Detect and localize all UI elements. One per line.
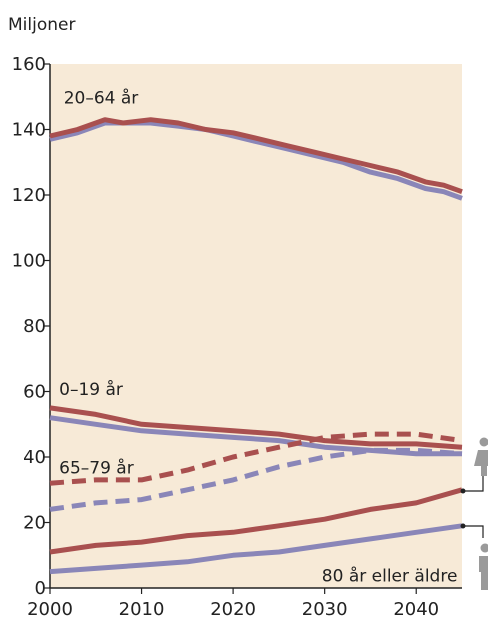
y-tick-label: 40 <box>23 447 46 468</box>
series-lines <box>49 117 463 575</box>
woman-icon <box>474 437 488 476</box>
y-tick-label: 20 <box>23 513 46 534</box>
legend-leader-line <box>463 525 484 538</box>
y-tick-label: 60 <box>23 382 46 403</box>
legend <box>460 437 488 590</box>
x-tick-label: 2010 <box>119 599 165 619</box>
y-tick-label: 100 <box>12 251 46 272</box>
x-tick-label: 2030 <box>302 599 348 619</box>
annotations: 20–64 år 0–19 år 65–79 år 80 år eller äldre <box>59 87 457 586</box>
x-tick-label: 2000 <box>27 599 73 619</box>
y-tick-label: 160 <box>12 54 46 75</box>
series-line-women <box>49 487 463 555</box>
group-label: 20–64 år <box>64 87 139 108</box>
y-tick-label: 80 <box>23 316 46 337</box>
series-line-women <box>49 431 463 486</box>
group-label: 0–19 år <box>59 379 123 400</box>
y-tick-label: 0 <box>35 578 46 599</box>
group-label: 65–79 år <box>59 457 134 478</box>
legend-leader-line <box>463 475 484 492</box>
unit-label: Miljoner <box>8 15 75 35</box>
x-tick-label: 2040 <box>393 599 439 619</box>
series-line-men <box>49 447 463 512</box>
series-line-women <box>49 405 463 450</box>
man-icon <box>479 543 488 590</box>
series-line-women <box>49 117 463 195</box>
series-line-men <box>49 523 463 575</box>
series-line-men <box>49 415 462 457</box>
group-label: 80 år eller äldre <box>322 565 458 586</box>
y-tick-label: 140 <box>12 120 46 141</box>
y-tick-label: 120 <box>12 185 46 206</box>
x-tick-label: 2020 <box>210 599 256 619</box>
